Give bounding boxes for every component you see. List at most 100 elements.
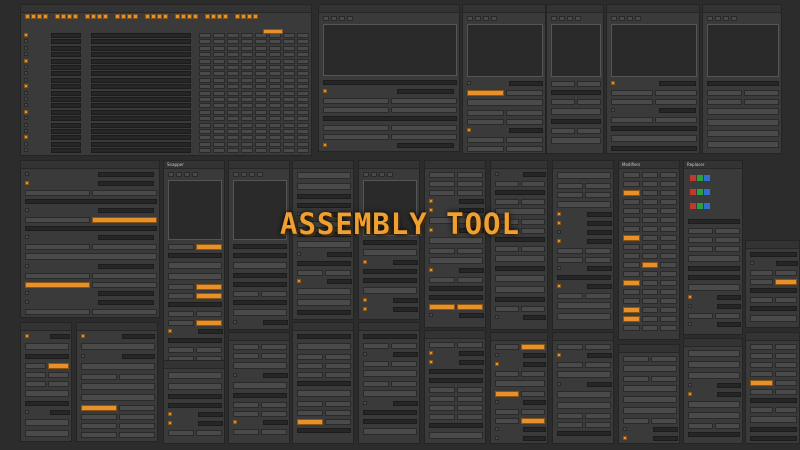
option-button[interactable] (25, 309, 90, 315)
option-button[interactable] (297, 363, 323, 369)
cell-field[interactable] (199, 116, 211, 122)
wide-button[interactable] (688, 255, 740, 262)
input-field[interactable] (297, 203, 351, 208)
checkbox[interactable] (429, 228, 433, 232)
cell-field[interactable] (241, 65, 253, 70)
name-field[interactable] (51, 122, 81, 128)
panel-header[interactable] (746, 333, 799, 341)
checkbox[interactable] (557, 221, 561, 225)
checkbox[interactable] (168, 421, 172, 425)
preset-slot-button[interactable] (133, 14, 138, 19)
value-field[interactable] (653, 427, 678, 432)
cell-field[interactable] (269, 129, 281, 134)
wide-button[interactable] (623, 385, 677, 392)
option-button[interactable] (641, 253, 659, 259)
input-field[interactable] (168, 403, 222, 408)
wide-button[interactable] (467, 98, 543, 106)
checkbox[interactable] (557, 353, 561, 357)
option-button[interactable] (168, 320, 194, 326)
cell-field[interactable] (297, 65, 309, 70)
item-list[interactable] (707, 24, 779, 77)
value-field[interactable] (98, 264, 154, 269)
value-field[interactable] (459, 228, 484, 233)
cell-field[interactable] (269, 103, 281, 109)
cell-field[interactable] (297, 97, 309, 102)
cell-field[interactable] (241, 52, 253, 58)
wide-button[interactable] (557, 172, 611, 179)
tool-icon-button[interactable] (249, 172, 255, 177)
value-field[interactable] (587, 353, 612, 358)
cell-field[interactable] (255, 129, 267, 134)
preset-slot-button[interactable] (253, 14, 258, 19)
checkbox[interactable] (25, 300, 29, 304)
preset-slot-button[interactable] (31, 14, 36, 19)
input-field[interactable] (363, 419, 417, 424)
option-button[interactable] (774, 362, 797, 368)
input-field[interactable] (25, 199, 157, 204)
wide-button[interactable] (429, 217, 483, 224)
option-button[interactable] (391, 343, 417, 349)
option-button[interactable] (551, 127, 575, 134)
path-field[interactable] (91, 148, 191, 154)
value-field[interactable] (587, 284, 612, 289)
item-list[interactable] (611, 24, 697, 77)
wide-button[interactable] (363, 287, 417, 294)
cell-field[interactable] (241, 97, 253, 102)
cell-field[interactable] (283, 116, 295, 122)
option-button[interactable] (429, 190, 455, 196)
checkbox[interactable] (688, 295, 692, 299)
cell-field[interactable] (199, 33, 211, 38)
row-visibility-toggle[interactable] (24, 33, 28, 37)
value-field[interactable] (122, 354, 155, 359)
checkbox[interactable] (25, 235, 29, 239)
option-button[interactable] (660, 244, 677, 250)
option-button[interactable] (557, 413, 583, 419)
value-field[interactable] (98, 291, 154, 296)
option-button[interactable] (495, 199, 519, 205)
option-button[interactable] (750, 362, 773, 368)
option-button[interactable] (660, 253, 677, 259)
panel-header[interactable] (21, 161, 159, 169)
option-button[interactable] (585, 248, 611, 254)
value-field[interactable] (327, 252, 352, 257)
checkbox[interactable] (688, 383, 692, 387)
option-button[interactable] (506, 109, 543, 116)
option-button[interactable] (641, 298, 659, 304)
tool-icon-button[interactable] (347, 16, 353, 21)
cell-field[interactable] (297, 39, 309, 45)
cell-field[interactable] (255, 135, 267, 141)
cell-field[interactable] (199, 90, 211, 96)
path-field[interactable] (91, 129, 191, 134)
panel-header[interactable] (164, 361, 224, 369)
tool-icon-button[interactable] (575, 16, 581, 21)
value-field[interactable] (198, 412, 223, 417)
path-field[interactable] (91, 135, 191, 141)
option-button[interactable] (196, 320, 222, 326)
cell-field[interactable] (297, 103, 309, 109)
cell-field[interactable] (227, 141, 239, 147)
preset-slot-button[interactable] (211, 14, 216, 19)
option-button[interactable] (25, 273, 90, 279)
input-field[interactable] (323, 115, 457, 121)
input-field[interactable] (168, 302, 222, 307)
option-button[interactable] (715, 313, 740, 319)
checkbox[interactable] (467, 80, 471, 85)
input-field[interactable] (297, 261, 351, 266)
preset-slot-button[interactable] (37, 14, 42, 19)
option-button[interactable] (297, 270, 323, 276)
tool-icon-button[interactable] (467, 16, 473, 21)
tool-icon-button[interactable] (567, 16, 573, 21)
value-field[interactable] (327, 279, 352, 284)
tool-icon-button[interactable] (192, 172, 198, 177)
checkbox[interactable] (25, 291, 29, 295)
tool-icon-button[interactable] (176, 172, 182, 177)
preset-slot-button[interactable] (97, 14, 102, 19)
option-button[interactable] (92, 309, 157, 315)
input-field[interactable] (551, 89, 601, 95)
option-button[interactable] (25, 217, 90, 223)
option-button[interactable] (48, 372, 69, 378)
wide-button[interactable] (688, 372, 740, 379)
panel-header[interactable] (607, 5, 699, 13)
cell-field[interactable] (213, 129, 225, 134)
value-field[interactable] (98, 181, 154, 186)
